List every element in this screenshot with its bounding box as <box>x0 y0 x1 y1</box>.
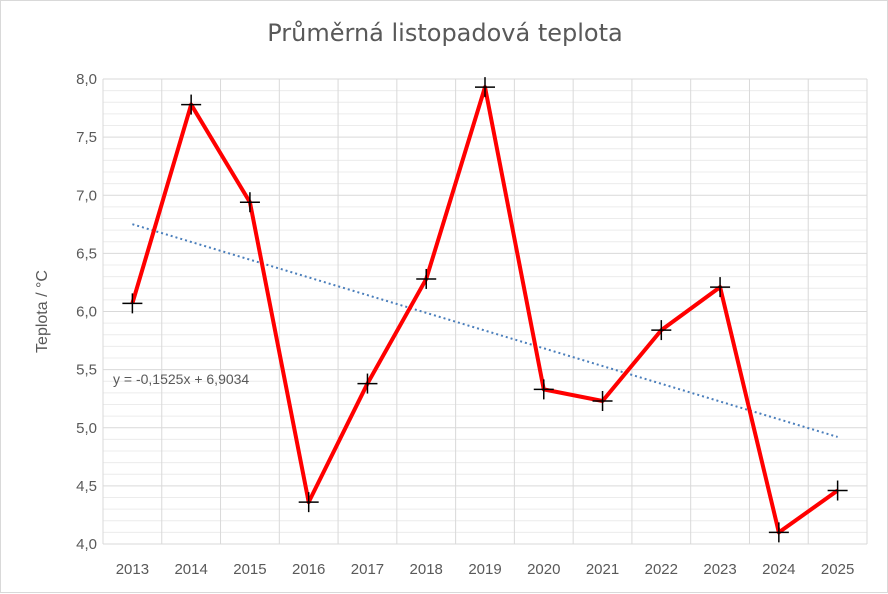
data-point-marker <box>768 522 789 543</box>
data-point-marker <box>298 492 319 513</box>
series-line <box>130 85 839 535</box>
x-tick-label: 2024 <box>762 561 795 578</box>
y-tick-label: 5,5 <box>76 362 97 379</box>
y-tick-label: 7,5 <box>76 129 97 146</box>
x-tick-label: 2016 <box>292 561 325 578</box>
y-tick-label: 5,0 <box>76 420 97 437</box>
y-tick-label: 8,0 <box>76 71 97 88</box>
y-tick-label: 6,5 <box>76 245 97 262</box>
x-tick-label: 2015 <box>233 561 266 578</box>
x-tick-label: 2013 <box>116 561 149 578</box>
x-tick-label: 2020 <box>527 561 560 578</box>
data-point-marker <box>651 320 672 341</box>
x-tick-label: 2018 <box>410 561 443 578</box>
data-point-marker <box>592 391 613 412</box>
y-axis-label: Teplota / °C <box>34 270 51 353</box>
x-tick-label: 2014 <box>174 561 207 578</box>
data-point-marker <box>239 192 260 213</box>
data-point-marker <box>827 480 848 501</box>
data-point-marker <box>416 268 437 289</box>
x-tick-label: 2025 <box>821 561 854 578</box>
data-point-marker <box>122 293 143 314</box>
x-tick-label: 2022 <box>645 561 678 578</box>
y-tick-label: 7,0 <box>76 187 97 204</box>
data-point-marker <box>475 77 495 98</box>
trendline-equation: y = -0,1525x + 6,9034 <box>113 371 249 387</box>
chart-title: Průměrná listopadová teplota <box>267 19 623 47</box>
data-point-marker <box>710 277 731 298</box>
y-tick-label: 6,0 <box>76 304 97 321</box>
x-tick-label: 2019 <box>468 561 501 578</box>
x-tick-label: 2021 <box>586 561 619 578</box>
data-point-marker <box>181 94 202 115</box>
x-tick-label: 2017 <box>351 561 384 578</box>
data-point-marker <box>357 373 378 394</box>
y-tick-label: 4,0 <box>76 536 97 553</box>
data-point-marker <box>533 379 554 400</box>
x-tick-label: 2023 <box>703 561 736 578</box>
y-tick-label: 4,5 <box>76 478 97 495</box>
